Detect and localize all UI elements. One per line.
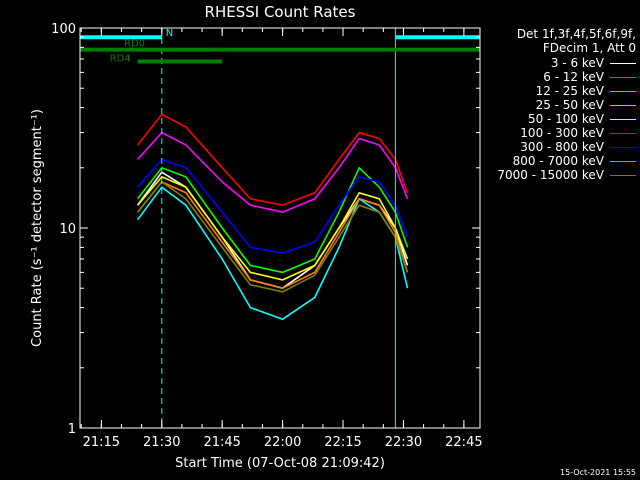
legend-header: Det 1f,3f,4f,5f,6f,9f, FDecim 1, Att 0 [517, 27, 636, 55]
series-line-8 [136, 180, 409, 293]
legend-entry: 3 - 6 keV [551, 56, 636, 70]
footer-timestamp: 15-Oct-2021 15:55 [560, 468, 636, 477]
series-line-7 [136, 180, 409, 290]
legend-label: 25 - 50 keV [535, 98, 604, 112]
series-line-1 [137, 131, 409, 214]
legend-entry: 300 - 800 keV [520, 140, 636, 154]
legend-header-line: Det 1f,3f,4f,5f,6f,9f, [516, 27, 636, 41]
legend-entry: 12 - 25 keV [536, 84, 636, 98]
y-tick-label: 10 [59, 222, 76, 237]
legend-label: 6 - 12 keV [543, 70, 604, 84]
series-line-3 [136, 186, 409, 321]
legend-swatch [610, 147, 636, 148]
state-bar-label-0: N [166, 28, 173, 39]
legend-swatch [610, 161, 636, 162]
y-axis-label: Count Rate (s⁻¹ detector segment⁻¹) [30, 109, 45, 347]
legend-swatch [610, 175, 636, 176]
chart-title: RHESSI Count Rates [205, 3, 356, 21]
legend-label: 800 - 7000 keV [512, 154, 604, 168]
legend-label: 50 - 100 keV [527, 112, 604, 126]
series-layer [136, 113, 409, 321]
axis-layer: 21:15 21:30 21:45 22:00 22:15 22:30 22:45 1 10 10… [51, 22, 482, 450]
series-line-6 [136, 158, 409, 254]
x-tick-label: 22:30 [385, 435, 422, 450]
legend-swatch [610, 91, 636, 92]
series-line-5 [136, 113, 409, 207]
y-tick-label: 1 [68, 422, 76, 437]
x-tick-label: 21:45 [203, 435, 240, 450]
plot-frame [79, 27, 481, 429]
x-tick-label: 22:45 [445, 435, 482, 450]
attenuator-bars: N RD0 RD4 [80, 28, 480, 65]
legend-label: 300 - 800 keV [520, 140, 604, 154]
y-tick-label: 100 [51, 22, 76, 37]
legend-swatch [610, 63, 636, 64]
x-tick-label: 21:15 [83, 435, 120, 450]
legend-entry: 800 - 7000 keV [513, 154, 636, 168]
legend-label: 7000 - 15000 keV [497, 168, 604, 182]
state-bar-label-2: RD0 [124, 39, 145, 50]
legend-swatch [610, 77, 636, 78]
legend-label: 3 - 6 keV [550, 56, 604, 70]
legend-entry: 50 - 100 keV [528, 112, 636, 126]
legend-entry: 25 - 50 keV [536, 98, 636, 112]
state-bar-label-4: RD4 [110, 54, 131, 65]
series-line-4 [136, 175, 409, 281]
legend-entry: 7000 - 15000 keV [497, 168, 636, 182]
x-tick-label: 22:00 [264, 435, 301, 450]
legend-entry: 6 - 12 keV [543, 70, 636, 84]
marker-layer [79, 28, 481, 428]
legend-header-line: FDecim 1, Att 0 [542, 41, 636, 55]
legend-label: 12 - 25 keV [535, 84, 604, 98]
x-tick-label: 21:30 [143, 435, 180, 450]
series-line-2 [136, 166, 409, 274]
x-axis-label: Start Time (07-Oct-08 21:09:42) [175, 456, 385, 471]
legend-entry: 100 - 300 keV [520, 126, 636, 140]
legend-swatch [610, 133, 636, 134]
legend-swatch [610, 119, 636, 120]
legend-swatch [610, 105, 636, 106]
x-tick-label: 22:15 [324, 435, 361, 450]
legend-label: 100 - 300 keV [520, 126, 604, 140]
